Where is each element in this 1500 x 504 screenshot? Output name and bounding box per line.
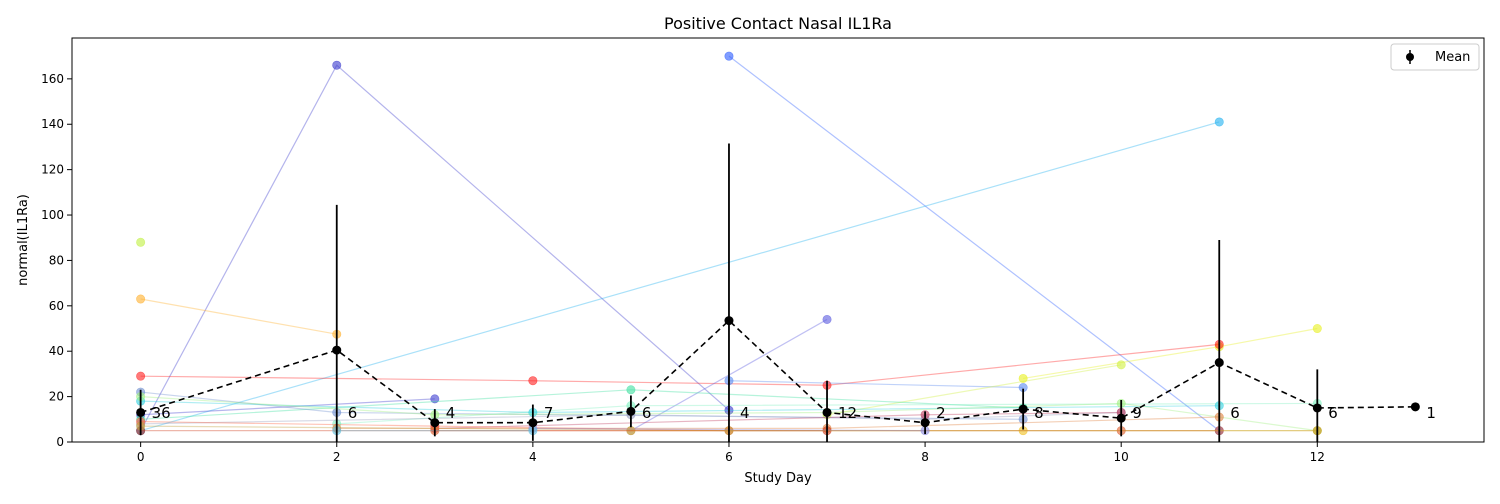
mean-point <box>920 418 930 428</box>
subject-point <box>136 294 146 304</box>
subject-line <box>140 343 1220 386</box>
mean-series-layer: 36 6 4 7 6 4 12 2 8 9 6 6 1 <box>136 143 1436 442</box>
chart-title: Positive Contact Nasal IL1Ra <box>664 14 892 33</box>
x-axis-label: Study Day <box>744 471 812 486</box>
sample-count-label: 4 <box>446 404 456 422</box>
sample-count-label: 6 <box>642 404 652 422</box>
y-tick-label: 20 <box>49 390 64 404</box>
subject-point <box>332 60 342 70</box>
mean-point <box>1018 404 1028 414</box>
x-tick-label: 0 <box>137 450 145 464</box>
legend-mean-marker <box>1406 53 1414 61</box>
mean-point <box>430 418 440 428</box>
sample-count-label: 6 <box>1230 404 1240 422</box>
sample-count-label: 12 <box>838 404 857 422</box>
y-tick-label: 60 <box>49 299 64 313</box>
sample-count-label: 1 <box>1426 404 1436 422</box>
x-tick-label: 10 <box>1114 450 1129 464</box>
y-tick-label: 40 <box>49 344 64 358</box>
subject-line <box>140 398 435 416</box>
subject-point <box>1312 324 1322 334</box>
subject-line <box>140 121 1220 432</box>
sample-count-label: 4 <box>740 404 750 422</box>
plot-frame <box>71 37 1485 443</box>
y-tick-label: 80 <box>49 253 64 267</box>
subject-point <box>430 394 440 404</box>
sample-count-label: 2 <box>936 404 946 422</box>
sample-count-label: 6 <box>1328 404 1338 422</box>
x-tick-label: 6 <box>725 450 733 464</box>
mean-point <box>1312 403 1322 413</box>
subject-point <box>626 385 636 395</box>
mean-point <box>136 407 146 417</box>
subject-line <box>728 55 1220 432</box>
legend-frame <box>1390 43 1480 71</box>
subject-line <box>140 64 730 431</box>
x-tick-label: 8 <box>921 450 929 464</box>
sample-count-label: 36 <box>152 404 171 422</box>
subject-point <box>528 376 538 386</box>
x-tick-label: 4 <box>529 450 537 464</box>
subject-point <box>724 51 734 61</box>
mean-point <box>1410 402 1420 412</box>
y-axis-label: normal(IL1Ra) <box>16 194 31 286</box>
y-tick-label: 120 <box>41 163 64 177</box>
y-tick-label: 100 <box>41 208 64 222</box>
mean-point <box>332 345 342 355</box>
y-tick-label: 0 <box>56 435 64 449</box>
subject-point <box>136 371 146 381</box>
subject-point <box>1214 117 1224 127</box>
mean-point <box>822 407 832 417</box>
sample-count-label: 8 <box>1034 404 1044 422</box>
mean-point <box>1116 413 1126 423</box>
subject-point <box>1018 373 1028 383</box>
y-tick-label: 160 <box>41 72 64 86</box>
legend-mean-label: Mean <box>1435 50 1470 65</box>
y-tick-label: 140 <box>41 117 64 131</box>
subject-point <box>136 237 146 247</box>
subject-point <box>822 314 832 324</box>
subject-line <box>140 298 337 335</box>
sample-count-label: 9 <box>1132 404 1142 422</box>
x-tick-label: 2 <box>333 450 341 464</box>
subject-line <box>728 380 1024 389</box>
legend: Mean <box>1390 43 1480 71</box>
x-tick-label: 12 <box>1310 450 1325 464</box>
subject-line <box>826 364 1122 416</box>
subject-point <box>1116 360 1126 370</box>
mean-point <box>626 406 636 416</box>
sample-count-label: 6 <box>348 404 358 422</box>
mean-point <box>528 418 538 428</box>
mean-point <box>724 316 734 326</box>
mean-point <box>1214 358 1224 368</box>
subject-line <box>1023 327 1318 380</box>
sample-count-label: 7 <box>544 404 554 422</box>
